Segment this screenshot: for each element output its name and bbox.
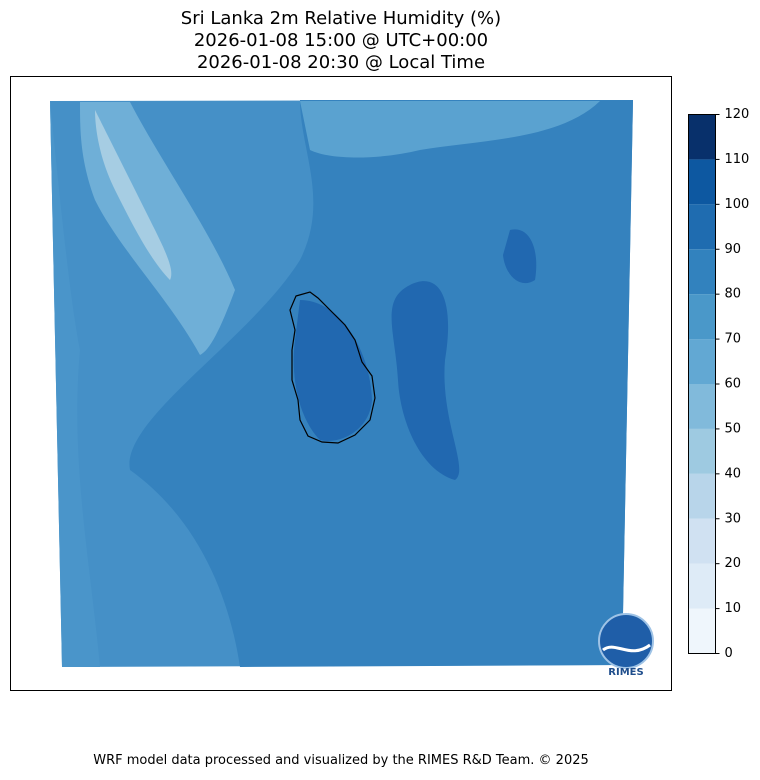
logo: RIMES bbox=[598, 613, 654, 678]
colorbar-bin bbox=[688, 384, 716, 429]
colorbar-tick-label: 30 bbox=[725, 511, 742, 526]
colorbar-bin bbox=[688, 608, 716, 654]
colorbar-tick-label: 110 bbox=[725, 152, 750, 167]
colorbar-tick-label: 0 bbox=[725, 646, 733, 661]
colorbar-tick-label: 100 bbox=[725, 197, 750, 212]
title-line: 2026-01-08 15:00 @ UTC+00:00 bbox=[194, 30, 488, 51]
field-90-100 bbox=[503, 229, 537, 284]
title-line: 2026-01-08 20:30 @ Local Time bbox=[197, 52, 485, 73]
colorbar-tick-label: 70 bbox=[725, 332, 742, 347]
colorbar-tick-label: 10 bbox=[725, 601, 742, 616]
field-90-100 bbox=[391, 281, 460, 480]
logo-emblem bbox=[598, 613, 654, 669]
field-40-50 bbox=[95, 110, 172, 280]
colorbar-frame bbox=[688, 114, 716, 654]
logo-text: RIMES bbox=[608, 667, 643, 678]
colorbar-tick-label: 90 bbox=[725, 242, 742, 257]
colorbar-tick-label: 50 bbox=[725, 421, 742, 436]
colorbar-bin bbox=[688, 428, 716, 474]
colorbar-tick-label: 60 bbox=[725, 377, 742, 392]
colorbar-bin bbox=[688, 114, 716, 160]
colorbar-bin bbox=[688, 294, 716, 340]
colorbar-tick-label: 40 bbox=[725, 466, 742, 481]
colorbar-bin bbox=[688, 204, 716, 250]
colorbar-bin bbox=[688, 159, 716, 205]
colorbar-tick-label: 80 bbox=[725, 287, 742, 302]
colorbar: 0 10 20 30 40 50 60 70 80 90 100 110 120 bbox=[688, 107, 750, 661]
logo-wave bbox=[602, 643, 651, 653]
colorbar-tick-label: 120 bbox=[725, 107, 750, 122]
coastline bbox=[289, 291, 376, 444]
colorbar-bin bbox=[688, 339, 716, 384]
colorbar-bin bbox=[688, 563, 716, 609]
field-60-70 bbox=[300, 101, 600, 158]
colorbar-bin bbox=[688, 473, 716, 519]
colorbar-bin bbox=[688, 518, 716, 564]
humidity-field bbox=[50, 100, 634, 667]
footer: WRF model data processed and visualized … bbox=[93, 753, 589, 768]
title-line: Sri Lanka 2m Relative Humidity (%) bbox=[181, 8, 501, 29]
colorbar-bin bbox=[688, 249, 716, 295]
field-70-80 bbox=[50, 101, 100, 667]
colorbar-tick-label: 20 bbox=[725, 556, 742, 571]
